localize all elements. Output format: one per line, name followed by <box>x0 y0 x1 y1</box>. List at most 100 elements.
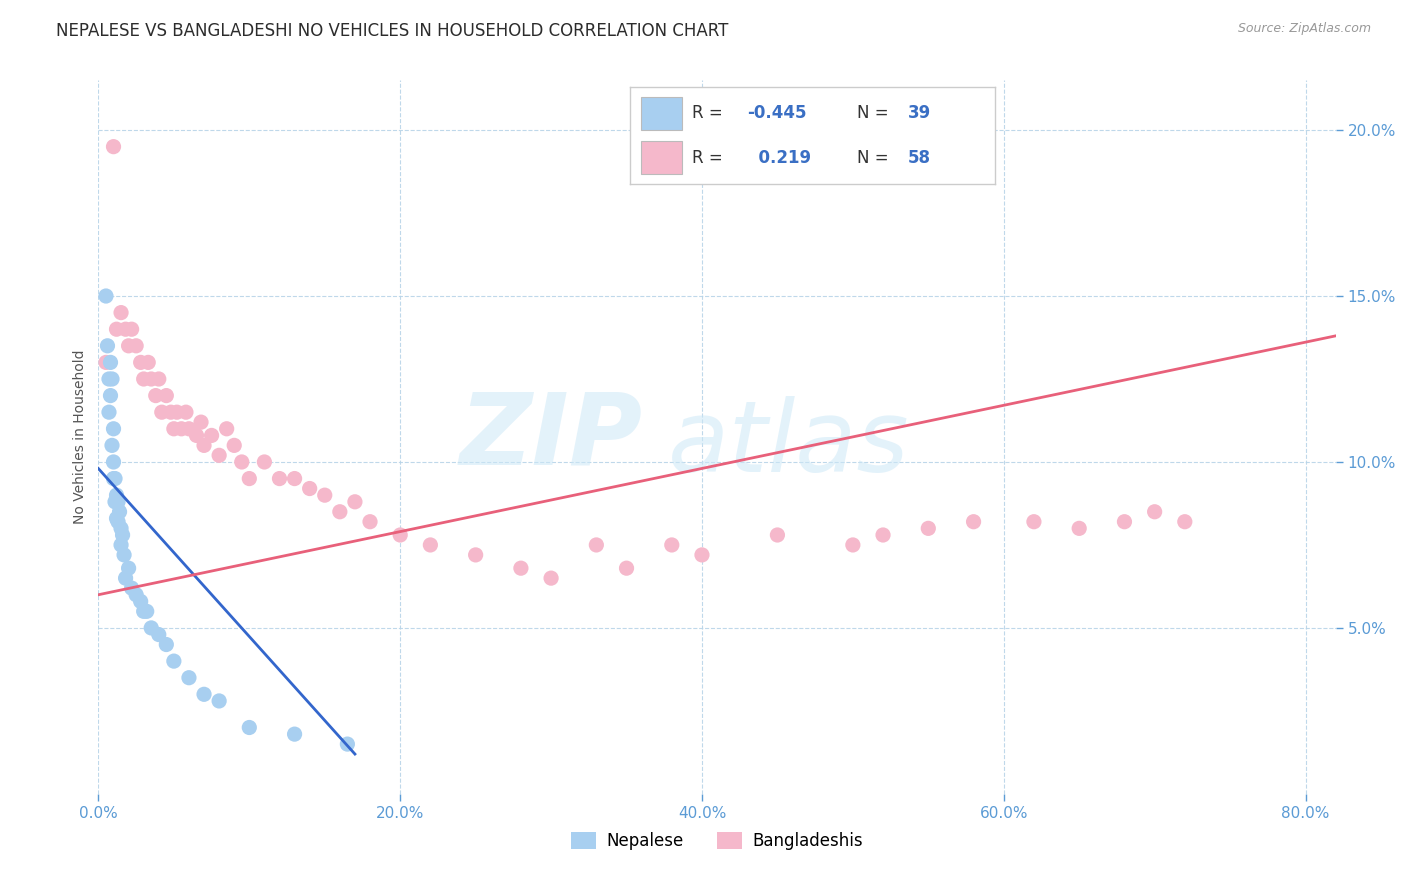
Point <box>105 322 128 336</box>
Point <box>163 654 186 668</box>
Point <box>101 438 124 452</box>
Point <box>121 581 143 595</box>
Point <box>200 428 222 442</box>
Point <box>108 505 131 519</box>
Point <box>155 388 177 402</box>
Point <box>208 694 231 708</box>
Point <box>509 561 531 575</box>
Point <box>224 438 246 452</box>
Point <box>141 372 163 386</box>
Point <box>110 521 132 535</box>
Point <box>103 422 125 436</box>
Text: atlas: atlas <box>668 396 910 492</box>
Point <box>101 372 124 386</box>
Point <box>132 604 155 618</box>
Point <box>132 372 155 386</box>
Point <box>103 455 125 469</box>
Point <box>177 671 200 685</box>
Point <box>94 355 117 369</box>
Point <box>129 355 152 369</box>
Point <box>110 538 132 552</box>
Point <box>1114 515 1136 529</box>
Point <box>170 422 193 436</box>
Point <box>166 405 188 419</box>
Point <box>661 538 683 552</box>
Point <box>150 405 173 419</box>
Point <box>141 621 163 635</box>
Legend: Nepalese, Bangladeshis: Nepalese, Bangladeshis <box>565 825 869 857</box>
Point <box>1022 515 1045 529</box>
Point <box>155 638 177 652</box>
Point <box>145 388 167 402</box>
Point <box>111 528 134 542</box>
Point <box>343 495 366 509</box>
Point <box>284 472 307 486</box>
Point <box>389 528 412 542</box>
Point <box>1143 505 1166 519</box>
Point <box>215 422 238 436</box>
Point <box>121 322 143 336</box>
Text: Source: ZipAtlas.com: Source: ZipAtlas.com <box>1237 22 1371 36</box>
Point <box>104 495 127 509</box>
Point <box>103 472 125 486</box>
Point <box>962 515 984 529</box>
Point <box>193 438 215 452</box>
Y-axis label: No Vehicles in Household: No Vehicles in Household <box>73 350 87 524</box>
Point <box>117 339 139 353</box>
Point <box>253 455 276 469</box>
Point <box>238 721 260 735</box>
Point <box>94 289 117 303</box>
Point <box>336 737 359 751</box>
Point <box>690 548 713 562</box>
Point <box>98 372 121 386</box>
Point <box>96 339 118 353</box>
Point <box>125 588 148 602</box>
Point <box>100 355 122 369</box>
Point <box>148 627 170 641</box>
Point <box>842 538 865 552</box>
Point <box>419 538 441 552</box>
Point <box>540 571 562 585</box>
Point <box>284 727 307 741</box>
Point <box>464 548 486 562</box>
Point <box>269 472 291 486</box>
Point <box>148 372 170 386</box>
Point <box>117 561 139 575</box>
Point <box>110 305 132 319</box>
Point <box>103 139 125 153</box>
Point <box>136 355 159 369</box>
Point <box>238 472 260 486</box>
Point <box>114 322 136 336</box>
Point <box>193 687 215 701</box>
Point <box>585 538 607 552</box>
Point <box>107 495 129 509</box>
Point <box>112 548 135 562</box>
Text: ZIP: ZIP <box>460 389 643 485</box>
Point <box>298 482 321 496</box>
Point <box>177 422 200 436</box>
Point <box>208 448 231 462</box>
Point <box>1069 521 1091 535</box>
Point <box>872 528 894 542</box>
Point <box>359 515 381 529</box>
Text: NEPALESE VS BANGLADESHI NO VEHICLES IN HOUSEHOLD CORRELATION CHART: NEPALESE VS BANGLADESHI NO VEHICLES IN H… <box>56 22 728 40</box>
Point <box>129 594 152 608</box>
Point <box>160 405 183 419</box>
Point <box>174 405 197 419</box>
Point <box>766 528 789 542</box>
Point <box>1174 515 1197 529</box>
Point <box>98 405 121 419</box>
Point <box>917 521 939 535</box>
Point <box>105 488 128 502</box>
Point <box>135 604 157 618</box>
Point <box>114 571 136 585</box>
Point <box>190 415 212 429</box>
Point <box>314 488 336 502</box>
Point <box>107 515 129 529</box>
Point <box>100 388 122 402</box>
Point <box>125 339 148 353</box>
Point <box>104 472 127 486</box>
Point <box>329 505 352 519</box>
Point <box>616 561 638 575</box>
Point <box>105 511 128 525</box>
